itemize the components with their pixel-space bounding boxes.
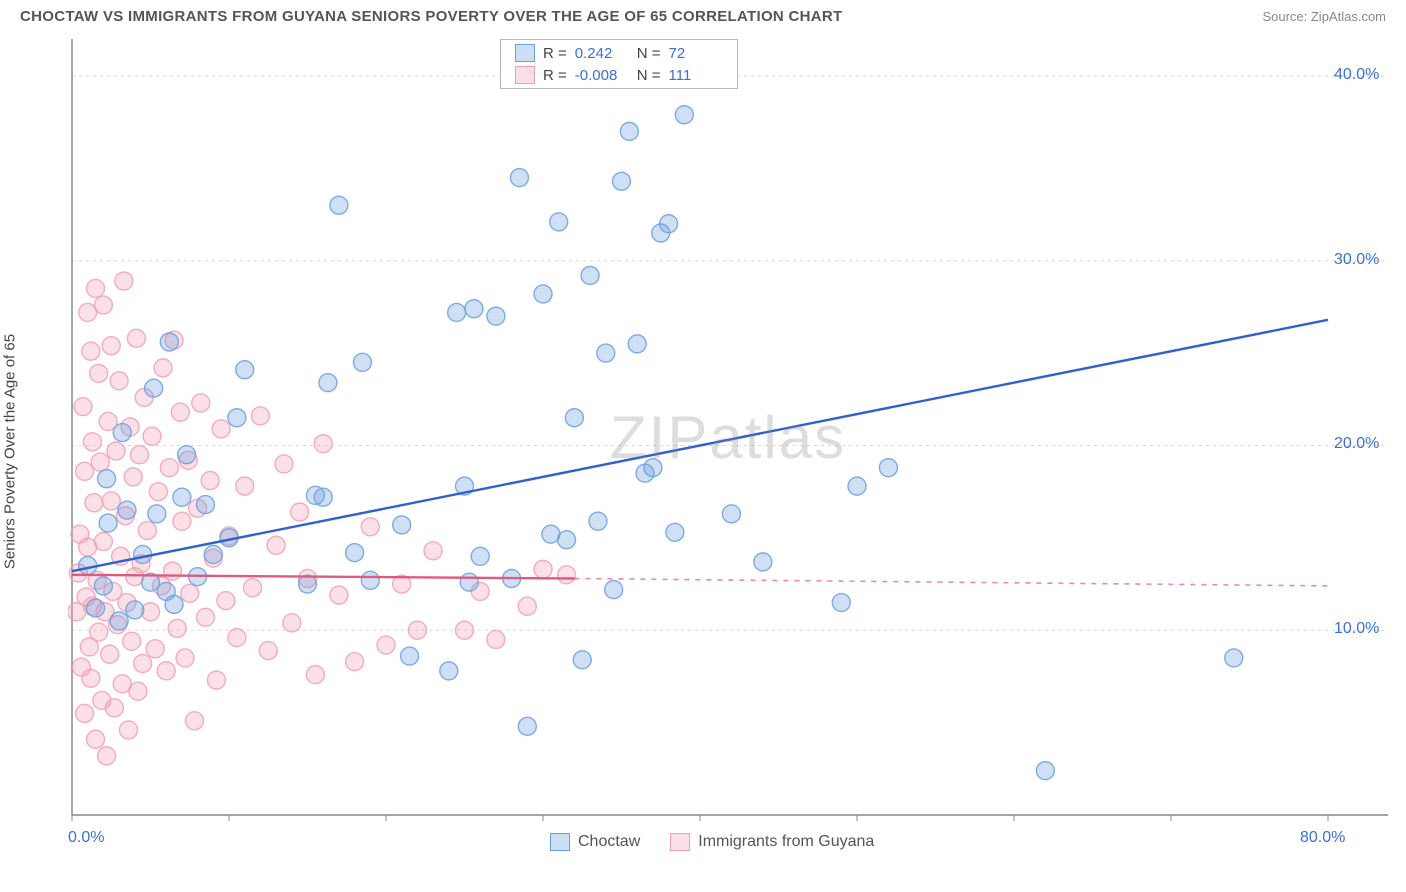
n-label: N = bbox=[637, 67, 661, 84]
n-value: 72 bbox=[669, 45, 723, 62]
r-label: R = bbox=[543, 45, 567, 62]
chart-area: Seniors Poverty Over the Age of 65 ZIPat… bbox=[20, 33, 1386, 853]
legend-label: Immigrants from Guyana bbox=[698, 833, 874, 851]
r-value: -0.008 bbox=[575, 67, 629, 84]
y-tick-label: 10.0% bbox=[1334, 620, 1379, 638]
stats-row: R = 0.242 N = 72 bbox=[501, 42, 737, 64]
x-tick-label: 80.0% bbox=[1300, 829, 1345, 847]
series-swatch bbox=[515, 44, 535, 62]
legend-item: Immigrants from Guyana bbox=[670, 833, 874, 851]
y-axis-label: Seniors Poverty Over the Age of 65 bbox=[2, 334, 19, 569]
legend-swatch bbox=[670, 833, 690, 851]
chart-title: CHOCTAW VS IMMIGRANTS FROM GUYANA SENIOR… bbox=[20, 8, 843, 25]
r-label: R = bbox=[543, 67, 567, 84]
y-tick-label: 40.0% bbox=[1334, 66, 1379, 84]
stats-row: R = -0.008 N = 111 bbox=[501, 64, 737, 86]
r-value: 0.242 bbox=[575, 45, 629, 62]
legend-label: Choctaw bbox=[578, 833, 640, 851]
legend: Choctaw Immigrants from Guyana bbox=[550, 833, 874, 851]
correlation-stats-box: R = 0.242 N = 72 R = -0.008 N = 111 bbox=[500, 39, 738, 89]
series-swatch bbox=[515, 66, 535, 84]
y-tick-label: 20.0% bbox=[1334, 435, 1379, 453]
legend-swatch bbox=[550, 833, 570, 851]
n-value: 111 bbox=[669, 67, 723, 84]
x-tick-label: 0.0% bbox=[68, 829, 104, 847]
n-label: N = bbox=[637, 45, 661, 62]
legend-item: Choctaw bbox=[550, 833, 640, 851]
header: CHOCTAW VS IMMIGRANTS FROM GUYANA SENIOR… bbox=[0, 0, 1406, 29]
scatter-plot bbox=[68, 33, 1388, 823]
y-tick-label: 30.0% bbox=[1334, 251, 1379, 269]
source-attribution: Source: ZipAtlas.com bbox=[1262, 9, 1386, 24]
